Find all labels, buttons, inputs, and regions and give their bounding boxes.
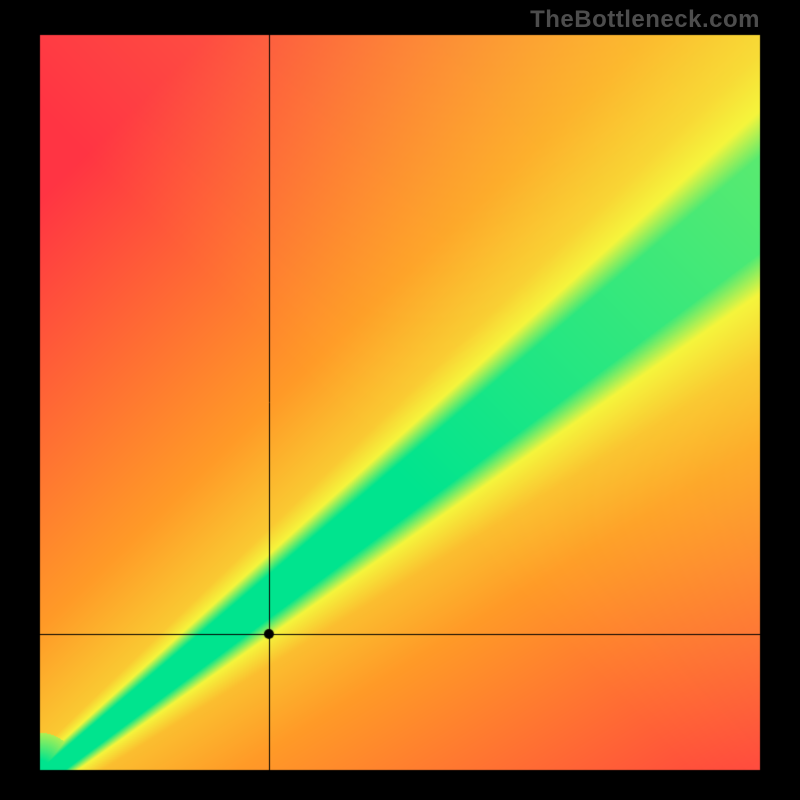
chart-container: TheBottleneck.com xyxy=(0,0,800,800)
bottleneck-heatmap xyxy=(0,0,800,800)
watermark-text: TheBottleneck.com xyxy=(530,6,760,34)
